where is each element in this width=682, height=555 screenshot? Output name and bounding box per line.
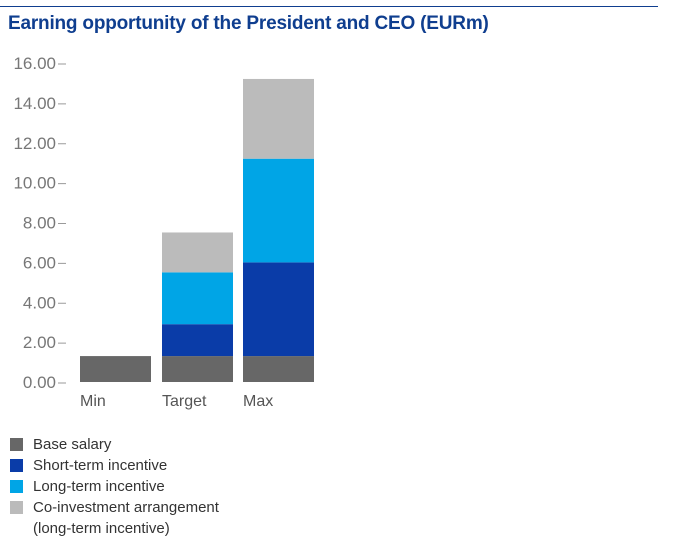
y-tick-label: 16.00 [13,54,56,73]
legend-item: Base salary [10,434,333,455]
y-tick-label: 2.00 [23,333,56,352]
y-tick-label: 12.00 [13,134,56,153]
bar-segment-target-base-salary [162,356,233,382]
y-tick-label: 0.00 [23,373,56,392]
legend-item: Long-term incentive [10,476,333,497]
legend-label: Co-investment arrangement [33,499,219,516]
y-tick-label: 6.00 [23,253,56,272]
bar-segment-target-co-investment-arrangement-long-term-incentive [162,232,233,273]
bar-segment-max-base-salary [243,356,314,382]
legend-label: Base salary [33,436,112,453]
x-tick-label-min: Min [80,393,106,410]
chart-title: Earning opportunity of the President and… [8,13,489,34]
title-rule [0,6,658,7]
legend-label: Short-term incentive [33,457,168,474]
legend-item: Co-investment arrangement (long-term ince… [10,497,333,539]
legend-swatch [10,501,23,514]
bar-segment-max-co-investment-arrangement-long-term-incentive [243,78,314,159]
chart-legend: Base salary Short-term incentive Long-term… [10,434,333,539]
x-tick-label-max: Max [243,393,273,410]
y-tick-label: 10.00 [13,174,56,193]
legend-swatch [10,480,23,493]
legend-label: (long-term incentive) [33,520,170,537]
bar-segment-max-short-term-incentive [243,262,314,357]
legend-swatch [10,459,23,472]
legend-item: Short-term incentive [10,455,333,476]
bar-segment-target-short-term-incentive [162,324,233,357]
y-tick-label: 14.00 [13,94,56,113]
bar-segment-max-long-term-incentive [243,158,314,263]
bar-segment-min-base-salary [80,356,151,382]
x-tick-label-target: Target [162,393,207,410]
stacked-bar-chart: 0.00 2.00 4.00 6.00 8.00 10.00 12.00 14.00 16.00… [13,54,314,410]
legend-swatch [10,438,23,451]
y-tick-label: 4.00 [23,293,56,312]
bar-segment-target-long-term-incentive [162,272,233,325]
y-tick-label: 8.00 [23,214,56,233]
legend-label: Long-term incentive [33,478,165,495]
